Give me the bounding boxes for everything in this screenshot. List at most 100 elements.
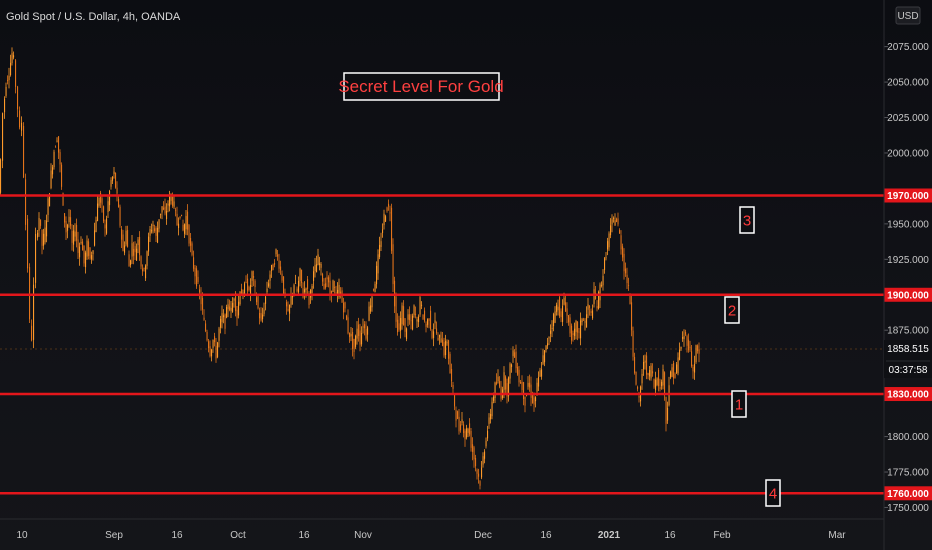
candle-body [305, 288, 307, 290]
candle-body [487, 430, 489, 439]
x-tick-label: Dec [474, 530, 492, 541]
candle-body [89, 247, 91, 259]
candle-body [628, 285, 630, 286]
candle-body [196, 268, 198, 287]
candle-body [155, 227, 157, 236]
candle-body [322, 274, 324, 282]
candle-body [43, 233, 45, 246]
candle-body [266, 288, 268, 293]
candle-body [409, 314, 411, 321]
price-axis[interactable]: 2075.000 2050.000 2025.000 2000.000 1950.000… [884, 42, 929, 514]
candle-body [17, 86, 19, 110]
candle-body [281, 273, 283, 281]
candle-body [158, 219, 160, 229]
candle-body [592, 310, 594, 319]
candle-body [685, 332, 687, 335]
candle-body [541, 369, 543, 377]
candle-body [128, 254, 130, 267]
candle-body [506, 383, 508, 397]
candle-body [662, 369, 664, 386]
x-tick-label: Feb [713, 530, 731, 541]
candle-body [94, 230, 96, 246]
candle-body [280, 266, 282, 271]
candle-body [428, 318, 430, 321]
candle-body [212, 340, 214, 348]
candle-body [253, 276, 255, 278]
candle-body [613, 218, 615, 219]
candle-body [332, 280, 334, 292]
candle-body [476, 469, 478, 474]
candle-body [304, 289, 306, 293]
candle-body [260, 312, 262, 321]
candle-body [346, 315, 348, 320]
candle-body [349, 332, 351, 338]
candle-body [263, 309, 265, 314]
candle-body [604, 258, 606, 270]
candle-body [596, 306, 598, 309]
candle-body [419, 297, 421, 315]
candle-body [205, 323, 207, 331]
candle-body [593, 289, 595, 304]
current-price-tag: 1858.515 03:37:58 [0, 340, 932, 378]
level-price-tag [884, 387, 932, 402]
candle-body [85, 252, 87, 268]
candle-body [359, 330, 361, 345]
candle-body [119, 206, 121, 226]
candle-body [559, 297, 561, 317]
candle-body [125, 230, 127, 245]
candle-body [577, 321, 579, 333]
candle-body [107, 201, 109, 213]
candle-body [55, 146, 57, 148]
currency-button[interactable]: USD [895, 6, 921, 25]
candle-body [494, 382, 496, 399]
candle-body [13, 55, 15, 58]
candle-body [106, 218, 108, 234]
candle-body [674, 373, 676, 379]
candle-body [595, 293, 597, 300]
candle-body [389, 212, 391, 214]
candle-body [139, 236, 141, 255]
candle-body [193, 257, 195, 269]
candle-body [86, 240, 88, 257]
candle-body [362, 326, 364, 328]
candle-body [583, 319, 585, 321]
candle-body [37, 232, 39, 238]
candle-body [145, 265, 147, 279]
candle-body [127, 229, 129, 247]
x-tick-label: 16 [171, 530, 183, 541]
candle-body [149, 229, 151, 236]
candle-body [313, 271, 315, 281]
candle-body [551, 327, 553, 330]
candle-body [187, 211, 189, 230]
candle-body [314, 264, 316, 271]
candle-body [286, 302, 288, 307]
candle-body [136, 248, 138, 261]
candle-body [413, 305, 415, 316]
candle-body [472, 444, 474, 452]
candle-body [233, 298, 235, 301]
candles [0, 47, 700, 490]
candle-body [524, 396, 526, 406]
candle-body [391, 207, 393, 251]
candle-body [422, 314, 424, 320]
candle-body [673, 362, 675, 379]
level-marker-number: 2 [728, 303, 736, 320]
time-axis[interactable]: 10 Sep 16 Oct 16 Nov Dec 16 2021 16 Feb Mar [16, 530, 846, 541]
candle-body [352, 332, 354, 349]
y-tick-label: 2000.000 [887, 148, 929, 159]
candle-body [52, 167, 54, 175]
candle-body [83, 245, 85, 264]
candle-body [95, 219, 97, 233]
candle-body [112, 177, 114, 181]
candle-body [683, 336, 685, 340]
candle-body [227, 304, 229, 310]
candle-body [430, 310, 432, 330]
annotation[interactable]: Secret Level For Gold [338, 72, 504, 101]
candle-body [398, 323, 400, 330]
level-marker-number: 1 [735, 397, 743, 414]
candle-body [33, 284, 35, 340]
candle-body [377, 254, 379, 274]
candle-body [566, 308, 568, 316]
candle-body [544, 350, 546, 363]
